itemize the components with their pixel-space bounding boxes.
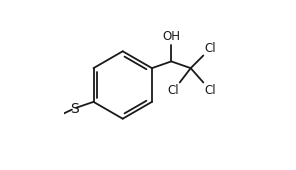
Text: Cl: Cl [205, 42, 216, 55]
Text: OH: OH [162, 30, 180, 42]
Text: Cl: Cl [205, 84, 216, 97]
Text: Cl: Cl [167, 84, 179, 97]
Text: S: S [70, 102, 78, 116]
